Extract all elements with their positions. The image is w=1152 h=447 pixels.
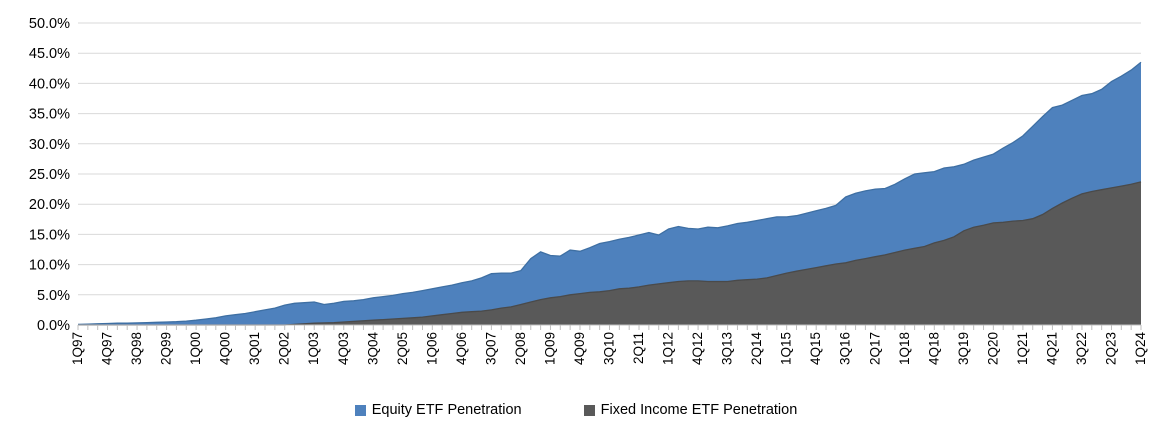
fixed-income-legend-swatch (583, 404, 595, 416)
x-tick-label: 2Q02 (277, 332, 292, 365)
y-tick-label: 0.0% (37, 318, 70, 334)
x-tick-label: 4Q03 (336, 332, 351, 365)
y-tick-label: 50.0% (29, 16, 70, 32)
x-tick-label: 1Q06 (424, 332, 439, 365)
x-tick-label: 1Q00 (188, 332, 203, 365)
x-tick-label: 4Q09 (572, 332, 587, 365)
y-tick-label: 10.0% (29, 258, 70, 274)
equity-area-edge (77, 61, 1142, 326)
legend-item-fixed-income: Fixed Income ETF Penetration (583, 402, 798, 418)
x-tick-label: 1Q03 (306, 332, 321, 365)
x-tick-label: 2Q14 (749, 332, 764, 366)
x-tick-label: 3Q13 (720, 332, 735, 365)
y-tick-label: 5.0% (37, 288, 70, 304)
x-tick-label: 3Q98 (129, 332, 144, 365)
x-tick-label: 1Q24 (1133, 332, 1148, 366)
x-tick-label: 2Q17 (867, 332, 882, 365)
x-tick-label: 4Q18 (926, 332, 941, 365)
y-tick-label: 45.0% (29, 46, 70, 62)
x-tick-label: 3Q04 (365, 332, 380, 366)
x-tick-label: 4Q00 (218, 332, 233, 365)
fixed-income-area (78, 181, 1141, 325)
x-tick-label: 2Q11 (631, 332, 646, 364)
x-tick-label: 1Q21 (1015, 332, 1030, 365)
y-tick-label: 40.0% (29, 76, 70, 92)
x-tick-label: 2Q05 (395, 332, 410, 365)
x-tick-label: 3Q22 (1074, 332, 1089, 365)
chart-legend: Equity ETF Penetration Fixed Income ETF … (0, 403, 1152, 418)
plot-area: 0.0% 5.0% 10.0% 15.0% 20.0% 25.0% 30.0% 35.0% 40… (29, 16, 1148, 366)
y-tick-label: 35.0% (29, 107, 70, 123)
x-tick-label: 3Q16 (838, 332, 853, 365)
x-tick-label: 1Q12 (661, 332, 676, 365)
fixed-income-legend-label: Fixed Income ETF Penetration (600, 402, 798, 418)
x-tick-label: 4Q12 (690, 332, 705, 365)
x-tick-label: 1Q15 (779, 332, 794, 365)
y-tick-label: 15.0% (29, 227, 70, 243)
x-tick-label: 3Q01 (247, 332, 262, 365)
x-tick-label: 3Q19 (956, 332, 971, 365)
x-tick-label: 3Q07 (483, 332, 498, 365)
x-tick-label: 1Q18 (897, 332, 912, 365)
y-tick-label: 30.0% (29, 137, 70, 153)
y-tick-label: 20.0% (29, 197, 70, 213)
equity-legend-label: Equity ETF Penetration (371, 402, 522, 418)
x-tick-label: 2Q20 (985, 332, 1000, 365)
legend-item-equity: Equity ETF Penetration (354, 402, 522, 418)
x-tick-label: 1Q97 (70, 332, 85, 365)
x-tick-label: 4Q21 (1044, 332, 1059, 365)
equity-legend-swatch (354, 404, 366, 416)
x-tick-label: 4Q97 (100, 332, 115, 365)
x-tick-label: 2Q99 (159, 332, 174, 365)
x-tick-label: 2Q08 (513, 332, 528, 365)
x-tick-label: 4Q06 (454, 332, 469, 365)
x-tick-label: 2Q23 (1103, 332, 1118, 365)
y-tick-label: 25.0% (29, 167, 70, 183)
x-tick-label: 1Q09 (542, 332, 557, 365)
x-tick-label: 3Q10 (602, 332, 617, 365)
x-tick-label: 4Q15 (808, 332, 823, 365)
